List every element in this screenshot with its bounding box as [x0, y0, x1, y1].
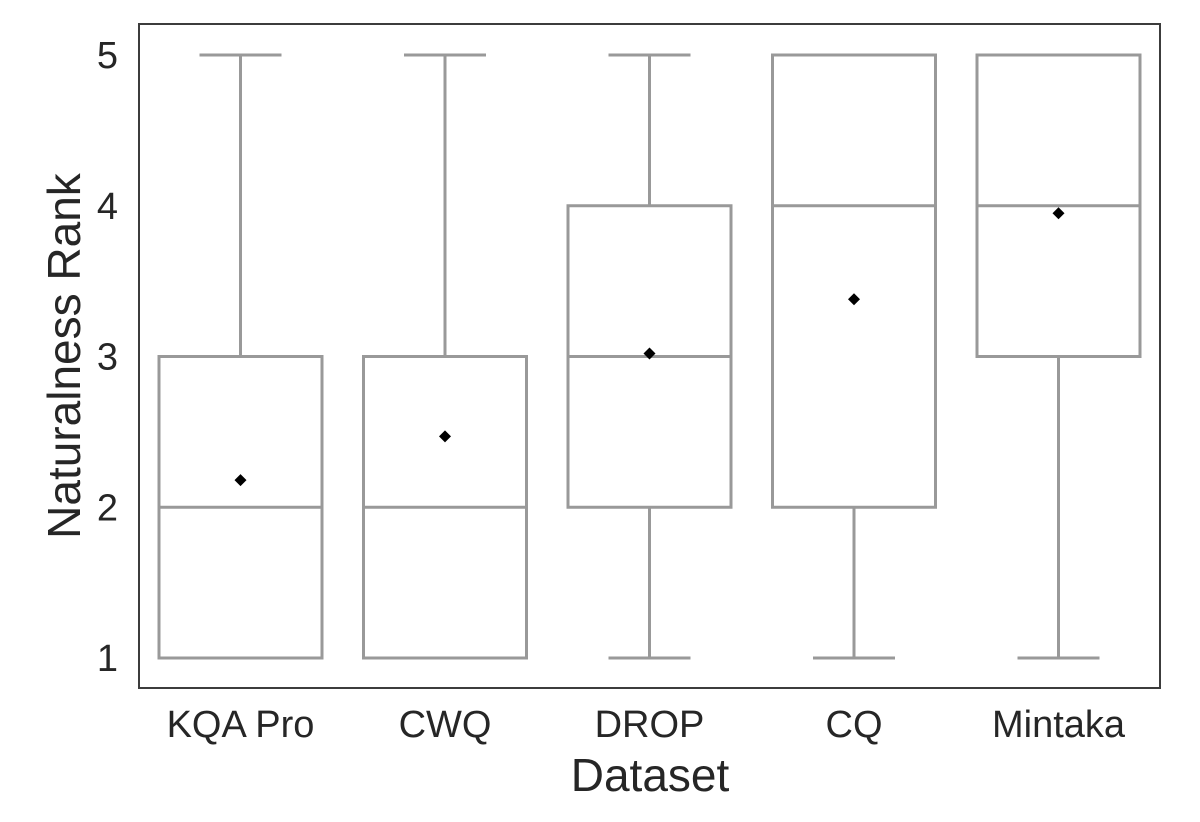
iqr-box — [771, 53, 937, 509]
box-kqa-pro — [157, 53, 324, 660]
box-drop — [566, 53, 733, 660]
x-axis-label: Dataset — [571, 749, 730, 801]
mean-marker — [439, 430, 451, 443]
mean-marker — [848, 293, 860, 306]
plot-marks — [157, 53, 1142, 660]
y-tick-label: 4 — [97, 186, 118, 228]
x-tick-label: CQ — [826, 704, 883, 746]
x-tick-label: KQA Pro — [167, 704, 315, 746]
mean-marker — [234, 474, 247, 487]
x-tick-labels: KQA Pro CWQ DROP CQ Mintaka — [167, 704, 1126, 746]
box-cwq — [362, 53, 528, 660]
y-tick-label: 2 — [97, 487, 118, 529]
x-tick-label: Mintaka — [992, 704, 1126, 746]
y-axis-label: Naturalness Rank — [38, 172, 90, 539]
y-tick-label: 5 — [97, 35, 118, 77]
mean-marker — [643, 347, 656, 360]
y-tick-label: 1 — [97, 638, 118, 680]
y-tick-label: 3 — [97, 337, 118, 379]
mean-marker — [1052, 207, 1065, 220]
box-mintaka — [975, 53, 1142, 660]
y-tick-labels: 1 2 3 4 5 — [97, 35, 118, 680]
plot-frame — [138, 23, 1161, 689]
box-cq — [771, 53, 937, 660]
x-tick-label: CWQ — [399, 704, 492, 746]
x-tick-label: DROP — [595, 704, 705, 746]
